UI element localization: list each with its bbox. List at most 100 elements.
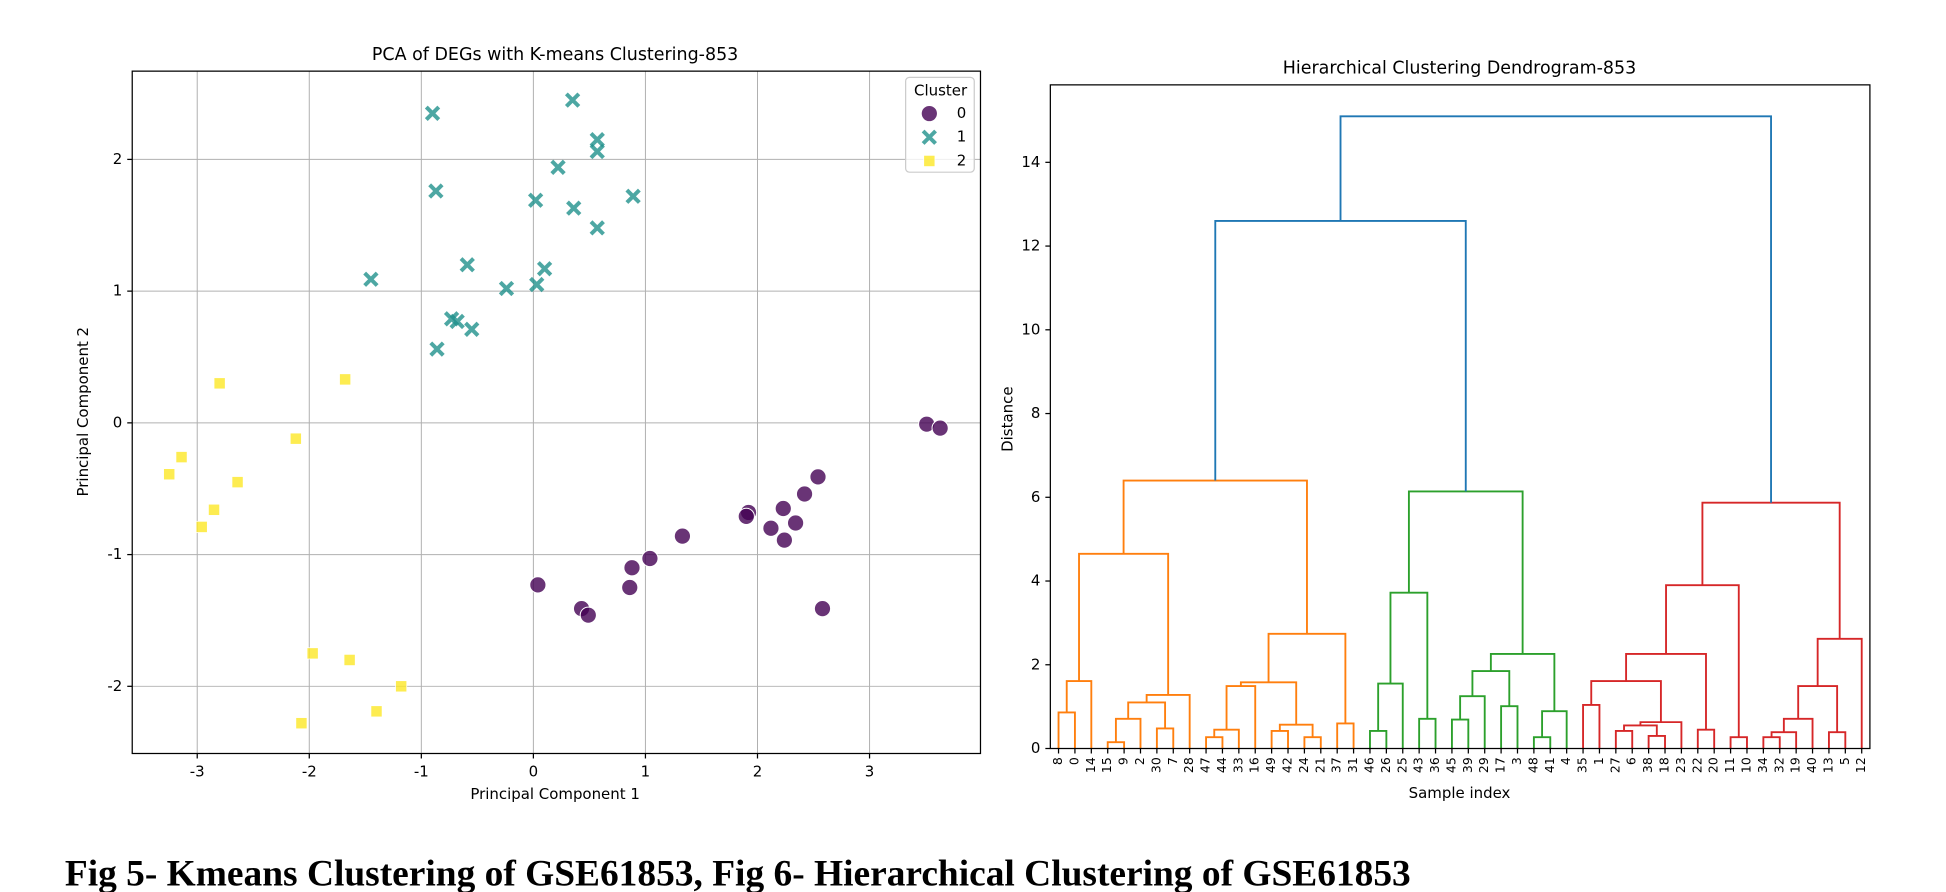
leaf-label: 2 [1132, 757, 1147, 765]
dendrogram-link [1729, 736, 1748, 749]
point [295, 717, 308, 730]
point [529, 576, 547, 594]
legend-marker [921, 129, 937, 145]
y-tick-label: 14 [1021, 153, 1040, 171]
leaf-label: 28 [1181, 757, 1196, 773]
point [289, 432, 302, 445]
leaf-label: 47 [1198, 757, 1213, 773]
leaf-label: 12 [1853, 757, 1868, 773]
plot-frame [131, 70, 982, 755]
leaf-label: 25 [1394, 757, 1409, 773]
leaf-label: 11 [1722, 757, 1737, 773]
y-tick-label: 10 [1021, 320, 1040, 338]
point [363, 271, 379, 287]
leaf-label: 42 [1280, 757, 1295, 773]
dendrogram-link [1122, 479, 1308, 634]
leaf-label: 45 [1443, 757, 1458, 773]
leaf-label: 44 [1214, 757, 1229, 773]
point [498, 280, 515, 297]
leaf-label: 30 [1148, 757, 1163, 773]
y-tick-label: 4 [1031, 572, 1041, 590]
y-tick-label: 2 [1031, 655, 1041, 673]
dendrogram-link [1377, 682, 1404, 749]
leaf-label: 8 [1050, 757, 1065, 765]
leaf-label: 34 [1755, 757, 1770, 773]
dendrogram-link [1057, 711, 1076, 749]
leaf-label: 22 [1689, 757, 1704, 773]
leaf-label: 17 [1493, 757, 1508, 773]
leaf-label: 15 [1099, 757, 1114, 773]
dendrogram-link [1647, 735, 1666, 749]
legend-label: 1 [957, 128, 967, 146]
x-axis-label: Principal Component 1 [470, 785, 640, 803]
point [529, 276, 545, 293]
leaf-label: 36 [1427, 757, 1442, 773]
leaf-label: 48 [1525, 757, 1540, 773]
leaf-label: 9 [1116, 757, 1131, 765]
point [737, 507, 755, 525]
dendrogram-link [1407, 490, 1524, 654]
leaf-label: 21 [1312, 757, 1327, 773]
dendrogram-link [1625, 652, 1707, 730]
legend-marker [920, 104, 938, 123]
x-tick-label: -2 [302, 763, 317, 781]
leaf-label: 7 [1165, 757, 1180, 765]
dendrogram-link [1239, 681, 1298, 725]
dendrogram-link [1827, 731, 1847, 749]
dendrogram-link [1590, 680, 1662, 723]
y-tick-label: 1 [113, 282, 123, 300]
leaf-label: 10 [1738, 757, 1753, 773]
dendrogram-link [1418, 717, 1437, 749]
leaf-label: 24 [1296, 757, 1311, 773]
dendrogram-link [1106, 741, 1126, 749]
y-tick-label: 12 [1021, 237, 1040, 255]
dendrogram-link [1614, 729, 1634, 749]
leaf-label: 18 [1657, 757, 1672, 773]
x-tick-label: 0 [529, 763, 539, 781]
dendrogram-link [1500, 705, 1519, 749]
dendrogram-link [1532, 736, 1552, 749]
point [813, 599, 832, 618]
dendrogram-link [1389, 591, 1429, 719]
leaf-label: 38 [1640, 757, 1655, 773]
point [762, 519, 780, 537]
y-tick-label: 8 [1031, 404, 1041, 422]
point [208, 503, 221, 516]
y-axis-label: Distance [998, 386, 1016, 451]
point [566, 200, 582, 216]
dendrogram-link [1582, 704, 1601, 749]
dendrogram-link [1770, 731, 1798, 749]
point [579, 606, 597, 624]
point [774, 499, 792, 518]
point [213, 377, 226, 390]
dendrogram-link [1214, 220, 1467, 492]
point [464, 321, 480, 337]
leaf-label: 4 [1558, 757, 1573, 765]
point [775, 531, 793, 549]
dendrogram-link [1541, 710, 1568, 749]
dendrogram-link [1078, 552, 1170, 695]
dendrogram-link [1155, 727, 1175, 749]
point [449, 313, 465, 330]
leaf-label: 26 [1378, 757, 1393, 773]
legend-label: 2 [957, 151, 967, 169]
y-tick-label: 0 [113, 413, 123, 431]
leaf-label: 49 [1263, 757, 1278, 773]
point [231, 476, 244, 489]
dendrogram-title: Hierarchical Clustering Dendrogram-853 [1283, 59, 1636, 79]
point [550, 159, 566, 175]
scatter-title: PCA of DEGs with K-means Clustering-853 [372, 45, 738, 65]
point [370, 705, 383, 718]
leaf-label: 0 [1066, 757, 1081, 765]
leaf-label: 6 [1624, 757, 1639, 765]
point [428, 183, 444, 199]
dendrogram-link [1450, 718, 1470, 749]
dendrogram-link [1701, 501, 1841, 639]
x-tick-label: -1 [414, 763, 429, 781]
dendrogram-link [1114, 717, 1142, 749]
leaf-label: 29 [1476, 757, 1491, 773]
leaf-label: 33 [1230, 757, 1245, 773]
leaf-label: 16 [1247, 757, 1262, 773]
